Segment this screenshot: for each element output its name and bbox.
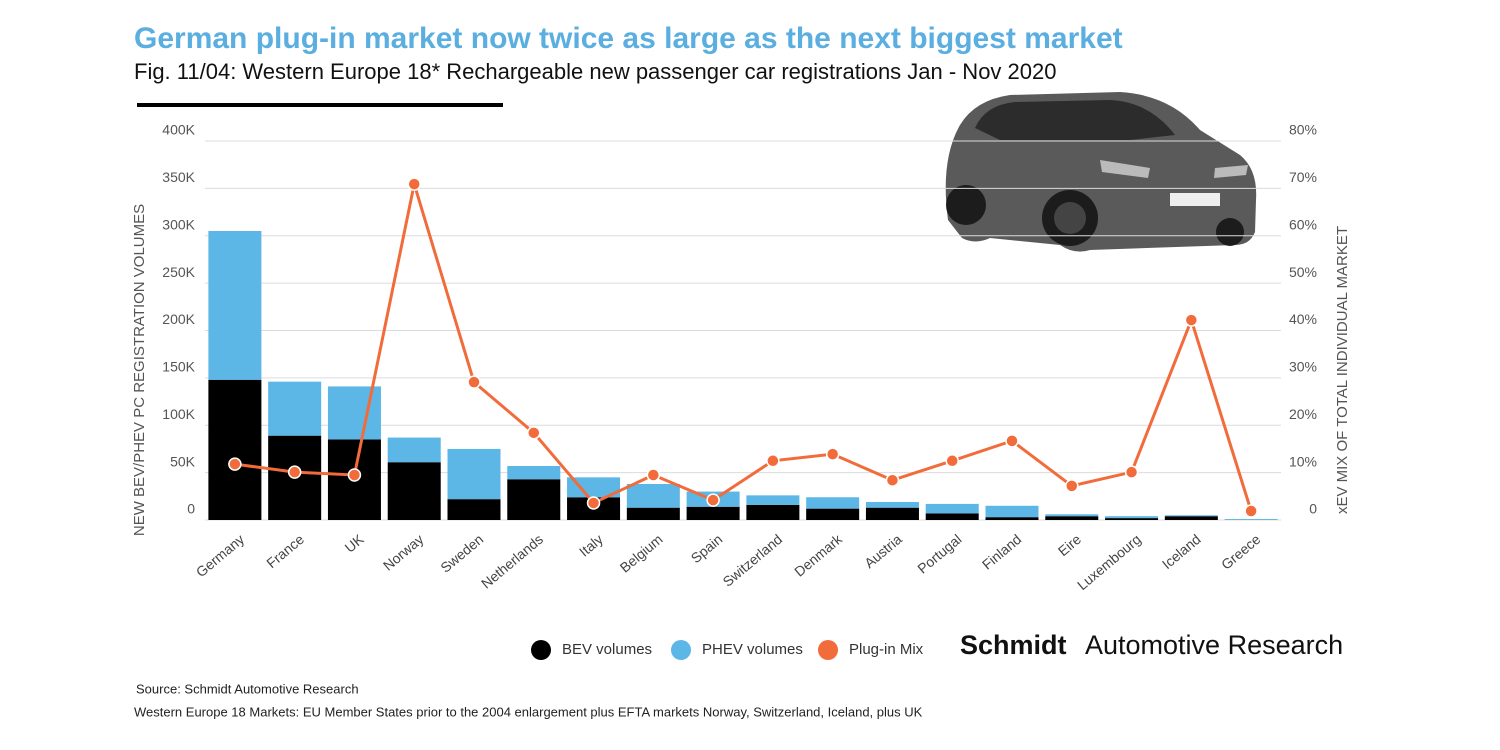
bar-segment — [865, 501, 919, 508]
y2-tick-label: 40% — [1289, 311, 1317, 327]
line-marker — [407, 177, 421, 191]
footnote: Western Europe 18 Markets: EU Member Sta… — [134, 704, 923, 719]
bar-segment — [1224, 519, 1278, 520]
y-tick-label: 150K — [162, 359, 195, 375]
bar-segment — [208, 231, 262, 380]
y2-tick-label: 50% — [1289, 264, 1317, 280]
line-marker — [287, 465, 302, 479]
bar-segment — [1105, 518, 1159, 520]
bar-segment — [806, 508, 860, 520]
bar-segment — [447, 499, 501, 520]
y-tick-label: 0 — [187, 501, 195, 517]
bar-segment — [806, 497, 860, 509]
bar-segment — [1045, 516, 1099, 520]
bar-segment — [1164, 515, 1218, 517]
y-tick-label: 300K — [162, 216, 195, 232]
bar-segment — [567, 477, 621, 498]
line-marker — [1124, 465, 1139, 479]
y2-tick-label: 10% — [1289, 453, 1317, 469]
bar-segment — [1105, 516, 1159, 519]
bar-segment — [507, 479, 561, 520]
bar-segment — [626, 507, 680, 520]
y-tick-label: 100K — [162, 406, 195, 422]
bar-segment — [925, 513, 979, 520]
line-marker — [1244, 504, 1258, 518]
y-tick-label: 50K — [170, 453, 196, 469]
bar-segment — [327, 386, 381, 440]
line-marker — [228, 457, 242, 471]
bar-segment — [387, 437, 441, 463]
y2-tick-label: 20% — [1289, 406, 1317, 422]
y-tick-label: 400K — [162, 122, 195, 138]
y-tick-label: 250K — [162, 264, 195, 280]
line-marker — [706, 493, 720, 507]
brand-bold: Schmidt — [960, 630, 1067, 660]
bar-segment — [1045, 514, 1099, 517]
line-marker — [885, 473, 900, 487]
legend-marker — [531, 640, 551, 660]
legend-marker — [671, 640, 691, 660]
brand-regular: Automotive Research — [1085, 630, 1343, 660]
legend-label: PHEV volumes — [702, 641, 803, 658]
line-marker — [1184, 313, 1199, 327]
bar-segment — [268, 381, 322, 436]
bar-segment — [985, 505, 1039, 518]
line-marker — [1005, 434, 1019, 448]
line-marker — [467, 375, 481, 389]
line — [234, 183, 1253, 512]
line-marker — [945, 454, 959, 468]
line-marker — [825, 447, 840, 461]
bar-segment — [925, 503, 979, 514]
bar-segment — [1164, 516, 1218, 520]
bar-segment — [686, 506, 740, 520]
bar-segment — [746, 504, 800, 520]
line-marker — [646, 468, 661, 482]
line-marker — [347, 468, 362, 482]
y-tick-label: 350K — [162, 169, 195, 185]
y-tick-label: 200K — [162, 311, 195, 327]
line-marker — [766, 454, 780, 468]
line-marker — [527, 426, 541, 440]
footnote: Source: Schmidt Automotive Research — [136, 681, 359, 696]
bar-segment — [746, 495, 800, 505]
y2-axis-label: xEV MIX OF TOTAL INDIVIDUAL MARKET — [1334, 226, 1351, 514]
y2-tick-label: 70% — [1289, 169, 1317, 185]
bar-segment — [387, 462, 441, 520]
y-axis-label: NEW BEV/PHEV PC REGISTRATION VOLUMES — [131, 204, 148, 536]
legend-marker — [818, 640, 838, 660]
legend-label: Plug-in Mix — [849, 641, 924, 658]
y2-tick-label: 80% — [1289, 122, 1317, 138]
line-marker — [586, 496, 601, 510]
chart-title: German plug-in market now twice as large… — [134, 22, 1123, 55]
bar-segment — [626, 483, 680, 508]
chart-subtitle: Fig. 11/04: Western Europe 18* Rechargea… — [134, 59, 1057, 84]
legend-label: BEV volumes — [562, 641, 652, 658]
bar-segment — [985, 517, 1039, 520]
y2-tick-label: 0 — [1309, 501, 1317, 517]
y2-tick-label: 30% — [1289, 359, 1317, 375]
y2-tick-label: 60% — [1289, 216, 1317, 232]
bar-segment — [208, 379, 262, 520]
bar-segment — [447, 448, 501, 500]
line-marker — [1065, 479, 1079, 493]
bar-segment — [865, 507, 919, 520]
car-illustration — [945, 92, 1257, 252]
bar-segment — [507, 465, 561, 480]
title-rule — [137, 103, 503, 107]
